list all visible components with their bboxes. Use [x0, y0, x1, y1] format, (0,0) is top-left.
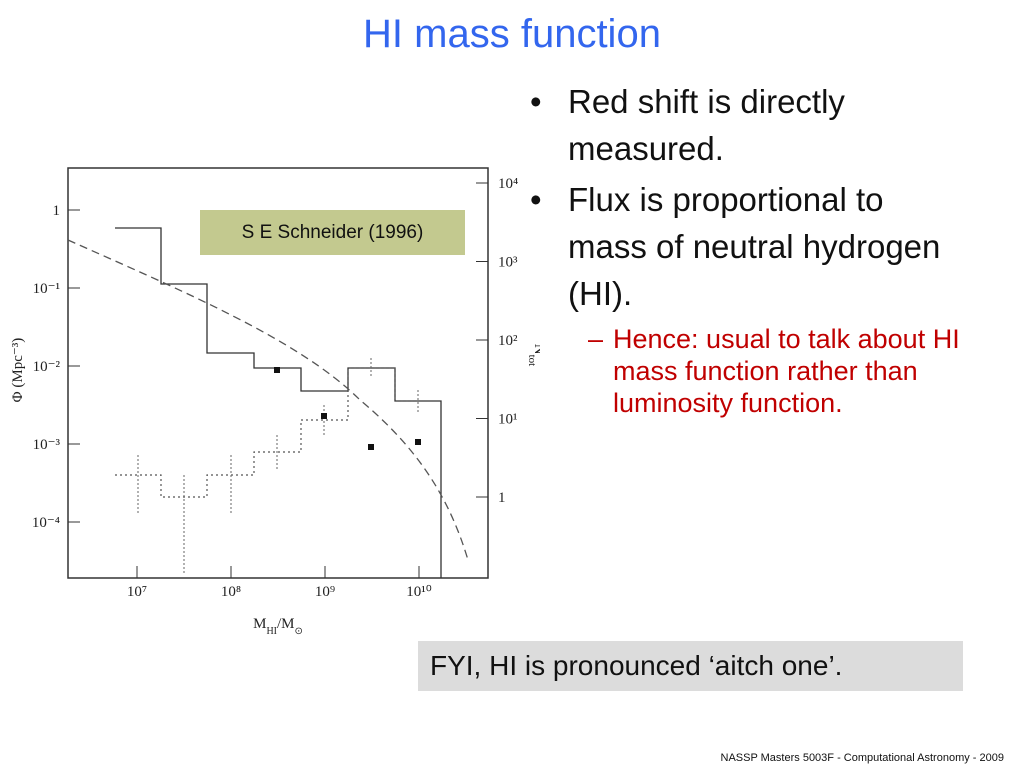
y2-tick-label: 10¹	[498, 412, 518, 428]
x-label-sub: HI	[266, 626, 277, 637]
y-tick-label: 10⁻⁴	[32, 515, 60, 531]
error-bars	[137, 358, 419, 575]
x-tick-label: 10⁹	[315, 584, 335, 600]
y2-tick-label: 10²	[498, 333, 518, 349]
y-tick-label: 1	[53, 203, 61, 219]
data-points	[274, 367, 421, 450]
y-axis-label: Φ (Mpc⁻³)	[10, 338, 26, 403]
x-label-main: M	[253, 616, 266, 632]
sub-bullet: Hence: usual to talk about HI mass funct…	[568, 323, 970, 419]
bullet-text: Red shift is directly measured.	[568, 83, 845, 167]
plot-frame	[67, 167, 489, 579]
histogram	[115, 227, 442, 578]
bullet-list: Red shift is directly measured. Flux is p…	[530, 78, 970, 423]
x-tick-label: 10¹⁰	[406, 584, 432, 600]
footer: NASSP Masters 5003F - Computational Astr…	[720, 752, 1005, 764]
bullet: Flux is proportional to mass of neutral …	[530, 176, 970, 419]
figure-caption: S E Schneider (1996)	[200, 210, 465, 255]
y2-tick-label: 10³	[498, 255, 518, 271]
dotted-histogram	[115, 367, 418, 498]
y2-tick-label: 1	[498, 490, 506, 506]
x-tick-label: 10⁸	[221, 584, 241, 600]
bullet: Red shift is directly measured.	[530, 78, 970, 172]
x-tick-label: 10⁷	[127, 584, 147, 600]
bullet-text: Flux is proportional to mass of neutral …	[568, 181, 941, 312]
y-tick-label: 10⁻³	[33, 437, 61, 453]
y2-tick-label: 10⁴	[498, 176, 518, 192]
sub-bullet-list: Hence: usual to talk about HI mass funct…	[568, 323, 970, 419]
slide-title: HI mass function	[363, 12, 661, 56]
note-box: FYI, HI is pronounced ‘aitch one’.	[418, 641, 963, 691]
y-tick-label: 10⁻²	[33, 359, 61, 375]
x-label-rest-sub: ⊙	[295, 626, 303, 637]
y-tick-label: 10⁻¹	[33, 281, 60, 297]
fit-curve	[67, 239, 469, 561]
x-axis-label: MHI/M⊙	[253, 616, 303, 637]
x-label-rest: /M	[277, 616, 295, 632]
